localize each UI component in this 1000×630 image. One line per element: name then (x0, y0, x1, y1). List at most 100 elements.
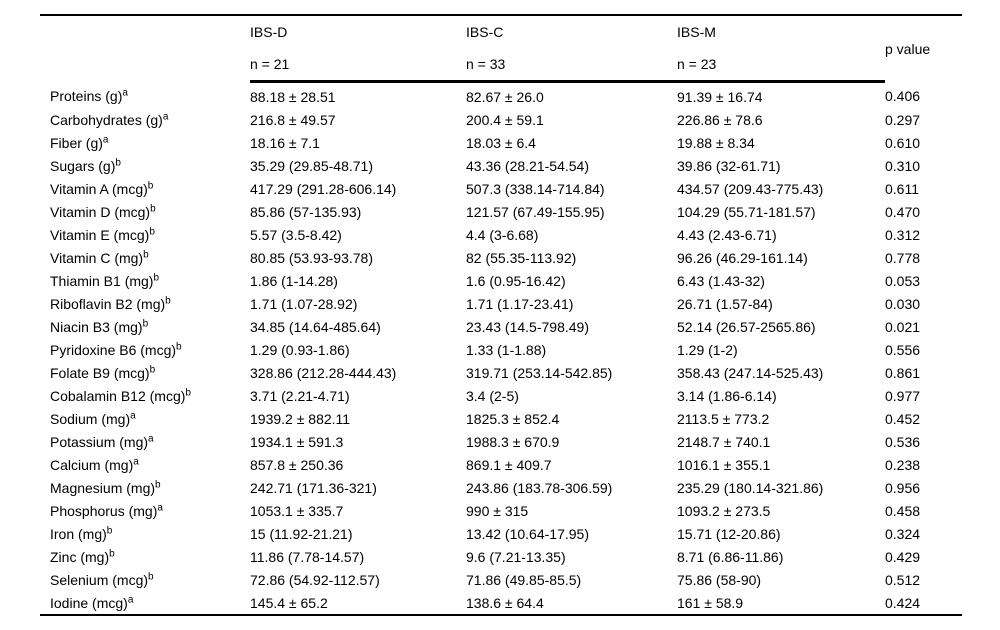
nutrient-name: Cobalamin B12 (mcg) (50, 387, 186, 404)
header-ibs-m: IBS-M (677, 24, 716, 40)
cell-p: 0.406 (885, 87, 921, 104)
cell-ibs-d: 328.86 (212.28-444.43) (250, 364, 397, 381)
nutrient-name: Zinc (mg) (50, 548, 110, 565)
cell-ibs-m: 104.29 (55.71-181.57) (677, 203, 816, 220)
nutrient-name: Vitamin D (mcg) (50, 203, 151, 220)
nutrient-name: Pyridoxine B6 (mcg) (50, 341, 177, 358)
nutrient-name: Niacin B3 (mg) (50, 318, 143, 335)
cell-ibs-d: 80.85 (53.93-93.78) (250, 249, 373, 266)
cell-p: 0.470 (885, 203, 921, 220)
row-label: Potassium (mg)a (40, 430, 250, 453)
cell-ibs-d: 242.71 (171.36-321) (250, 479, 377, 496)
cell-ibs-d: 35.29 (29.85-48.71) (250, 157, 373, 174)
row-label: Thiamin B1 (mg)b (40, 269, 250, 292)
cell-ibs-d: 145.4 ± 65.2 (250, 594, 328, 611)
row-label: Riboflavin B2 (mg)b (40, 292, 250, 315)
cell-p: 0.610 (885, 134, 921, 151)
cell-p: 0.324 (885, 525, 921, 542)
nutrient-intake-table: IBS-D IBS-C IBS-M p value n = 21 n = 33 … (40, 14, 962, 616)
nutrient-superscript: b (148, 570, 154, 582)
row-label: Folate B9 (mcg)b (40, 361, 250, 384)
row-label: Sugars (g)b (40, 154, 250, 177)
cell-ibs-m: 358.43 (247.14-525.43) (677, 364, 824, 381)
table-row: Iron (mg)b 15 (11.92-21.21) 13.42 (10.64… (40, 522, 962, 545)
header-ibs-d: IBS-D (250, 24, 288, 40)
cell-ibs-c: 9.6 (7.21-13.35) (466, 548, 566, 565)
table-row: Thiamin B1 (mg)b 1.86 (1-14.28) 1.6 (0.9… (40, 269, 962, 292)
row-label: Carbohydrates (g)a (40, 108, 250, 131)
cell-ibs-m: 2113.5 ± 773.2 (677, 410, 770, 427)
table-row: Magnesium (mg)b 242.71 (171.36-321) 243.… (40, 476, 962, 499)
nutrient-name: Proteins (g) (50, 87, 123, 104)
cell-ibs-c: 1.71 (1.17-23.41) (466, 295, 574, 312)
nutrient-superscript: b (142, 317, 149, 329)
table-row: Niacin B3 (mg)b 34.85 (14.64-485.64) 23.… (40, 315, 962, 338)
nutrient-superscript: b (153, 271, 160, 283)
cell-ibs-c: 243.86 (183.78-306.59) (466, 479, 613, 496)
table-header: IBS-D IBS-C IBS-M p value n = 21 n = 33 … (40, 15, 962, 83)
table-row: Pyridoxine B6 (mcg)b 1.29 (0.93-1.86) 1.… (40, 338, 962, 361)
nutrient-name: Vitamin E (mcg) (50, 226, 150, 243)
table-row: Riboflavin B2 (mg)b 1.71 (1.07-28.92) 1.… (40, 292, 962, 315)
nutrient-name: Sugars (g) (50, 157, 116, 174)
cell-ibs-m: 6.43 (1.43-32) (677, 272, 765, 289)
cell-ibs-d: 1939.2 ± 882.11 (250, 410, 351, 427)
row-label: Phosphorus (mg)a (40, 499, 250, 522)
row-label: Cobalamin B12 (mcg)b (40, 384, 250, 407)
cell-p: 0.956 (885, 479, 921, 496)
nutrient-name: Phosphorus (mg) (50, 502, 158, 519)
table-row: Carbohydrates (g)a 216.8 ± 49.57 200.4 ±… (40, 108, 962, 131)
cell-ibs-c: 869.1 ± 409.7 (466, 456, 552, 473)
cell-ibs-m: 96.26 (46.29-161.14) (677, 249, 808, 266)
table-row: Sugars (g)b 35.29 (29.85-48.71) 43.36 (2… (40, 154, 962, 177)
row-label: Calcium (mg)a (40, 453, 250, 476)
cell-ibs-m: 75.86 (58-90) (677, 571, 762, 588)
header-n-ibs-m: n = 23 (677, 48, 885, 83)
nutrient-name: Vitamin C (mg) (50, 249, 144, 266)
nutrient-superscript: a (162, 110, 169, 122)
cell-ibs-c: 507.3 (338.14-714.84) (466, 180, 605, 197)
cell-ibs-c: 23.43 (14.5-798.49) (466, 318, 589, 335)
row-label: Niacin B3 (mg)b (40, 315, 250, 338)
nutrient-name: Potassium (mg) (50, 433, 149, 450)
cell-ibs-m: 3.14 (1.86-6.14) (677, 387, 777, 404)
row-label: Iron (mg)b (40, 522, 250, 545)
cell-ibs-d: 34.85 (14.64-485.64) (250, 318, 381, 335)
table-row: Fiber (g)a 18.16 ± 7.1 18.03 ± 6.4 19.88… (40, 131, 962, 154)
cell-ibs-m: 4.43 (2.43-6.71) (677, 226, 777, 243)
nutrient-superscript: b (185, 386, 191, 398)
table-row: Potassium (mg)a 1934.1 ± 591.3 1988.3 ± … (40, 430, 962, 453)
cell-ibs-c: 82 (55.35-113.92) (466, 249, 577, 266)
cell-ibs-d: 1.29 (0.93-1.86) (250, 341, 350, 358)
cell-ibs-m: 26.71 (1.57-84) (677, 295, 773, 312)
cell-ibs-c: 121.57 (67.49-155.95) (466, 203, 605, 220)
cell-ibs-c: 1.6 (0.95-16.42) (466, 272, 566, 289)
cell-ibs-c: 319.71 (253.14-542.85) (466, 364, 613, 381)
nutrient-superscript: a (130, 409, 136, 421)
cell-ibs-d: 85.86 (57-135.93) (250, 203, 362, 220)
nutrient-superscript: b (149, 363, 156, 375)
table-row: Zinc (mg)b 11.86 (7.78-14.57) 9.6 (7.21-… (40, 545, 962, 568)
cell-ibs-d: 1053.1 ± 335.7 (250, 502, 344, 519)
cell-p: 0.030 (885, 295, 921, 312)
cell-ibs-d: 18.16 ± 7.1 (250, 134, 320, 151)
cell-ibs-d: 216.8 ± 49.57 (250, 111, 336, 128)
cell-p: 0.053 (885, 272, 921, 289)
cell-ibs-m: 15.71 (12-20.86) (677, 525, 781, 542)
cell-ibs-c: 138.6 ± 64.4 (466, 594, 544, 611)
nutrient-superscript: b (143, 248, 149, 260)
cell-ibs-c: 18.03 ± 6.4 (466, 134, 536, 151)
cell-p: 0.512 (885, 571, 921, 588)
cell-ibs-c: 200.4 ± 59.1 (466, 111, 544, 128)
nutrient-name: Iodine (mcg) (50, 594, 128, 611)
cell-p: 0.536 (885, 433, 921, 450)
nutrient-superscript: b (149, 225, 155, 237)
header-row-groups: IBS-D IBS-C IBS-M p value (40, 15, 962, 56)
table-row: Vitamin A (mcg)b 417.29 (291.28-606.14) … (40, 177, 962, 200)
row-label: Vitamin D (mcg)b (40, 200, 250, 223)
row-label: Proteins (g)a (40, 82, 250, 109)
table-body: Proteins (g)a 88.18 ± 28.51 82.67 ± 26.0… (40, 82, 962, 616)
nutrient-name: Selenium (mcg) (50, 571, 149, 588)
cell-p: 0.429 (885, 548, 921, 565)
